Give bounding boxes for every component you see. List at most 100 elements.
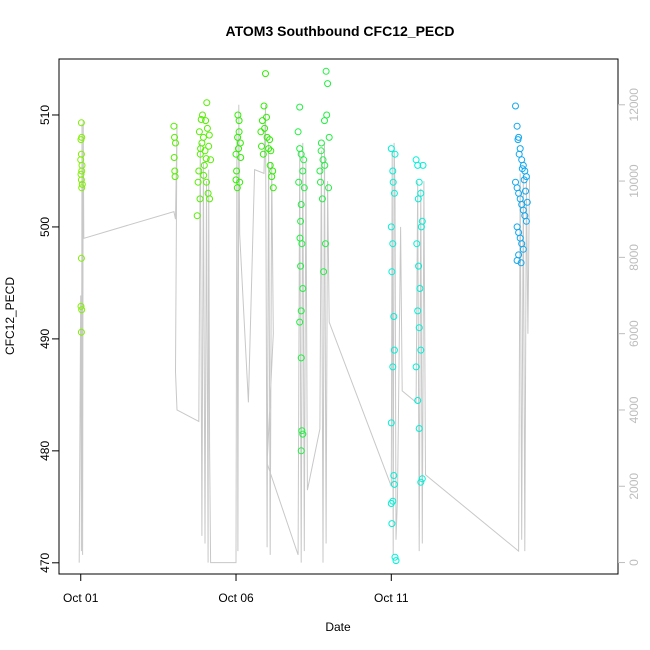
data-point [317, 139, 325, 147]
data-point [77, 302, 85, 310]
data-point [390, 189, 398, 197]
data-point [297, 150, 305, 158]
data-point [415, 262, 423, 270]
data-point [389, 178, 397, 186]
data-point [203, 178, 210, 186]
data-point [321, 161, 329, 169]
data-point [322, 67, 330, 75]
data-point [513, 223, 521, 231]
altitude-series [78, 104, 530, 564]
data-point [77, 254, 85, 262]
y-tick-label: 500 [38, 217, 52, 237]
data-point [297, 262, 305, 270]
data-point [391, 553, 399, 561]
data-point [205, 131, 213, 139]
data-point [512, 102, 519, 110]
data-point [295, 178, 303, 186]
data-point [294, 128, 302, 136]
y2-tick-label: 0 [627, 559, 641, 566]
data-point [523, 198, 531, 206]
data-point [519, 245, 527, 253]
data-point [199, 133, 207, 141]
data-point [415, 425, 423, 432]
y2-axis: 0 2000 4000 6000 8000 10000 12000 [618, 88, 641, 566]
data-point [195, 167, 203, 175]
data-point [257, 128, 265, 136]
data-point [234, 133, 242, 141]
y2-tick-label: 10000 [627, 164, 641, 198]
data-point [207, 156, 215, 164]
data-point [200, 171, 208, 179]
data-point [387, 500, 395, 507]
y-axis: 470 480 490 500 510 [38, 105, 59, 573]
data-point [390, 472, 398, 479]
data-point [269, 167, 277, 175]
data-point [199, 111, 206, 119]
data-point [266, 161, 274, 169]
data-point [513, 122, 521, 130]
x-tick-label: Oct 01 [63, 591, 99, 605]
data-point [202, 117, 210, 125]
data-point [316, 167, 324, 175]
data-point [322, 240, 329, 248]
data-point [77, 119, 85, 127]
data-point [235, 128, 243, 136]
data-point [414, 397, 422, 404]
data-point [388, 268, 396, 276]
data-point [299, 167, 307, 175]
data-point [389, 167, 397, 175]
data-point [318, 195, 326, 203]
data-point [203, 124, 211, 132]
data-point [512, 178, 519, 186]
chart-title: ATOM3 Southbound CFC12_PECD [226, 23, 455, 39]
data-point [232, 150, 240, 158]
data-point [522, 217, 530, 225]
data-point [201, 147, 209, 155]
data-point [263, 113, 270, 121]
data-point [170, 122, 178, 130]
data-point [417, 478, 425, 486]
data-point [325, 184, 333, 192]
data-point [321, 117, 328, 125]
data-point [197, 116, 205, 123]
data-point [418, 475, 426, 483]
plot-frame [58, 58, 619, 575]
y2-tick-label: 4000 [627, 396, 641, 423]
data-point [233, 167, 241, 175]
data-point [200, 161, 208, 169]
data-point [269, 184, 277, 192]
data-point [78, 133, 86, 141]
data-point [298, 427, 306, 435]
altitude-line [78, 104, 530, 564]
data-point [415, 178, 423, 186]
x-axis: Oct 01 Oct 06 Oct 11 [63, 574, 409, 605]
data-point [389, 240, 397, 248]
y-tick-label: 470 [38, 552, 52, 572]
data-points [77, 67, 531, 565]
data-point [391, 150, 399, 158]
data-point [414, 307, 422, 315]
data-point [234, 111, 242, 119]
data-point [417, 223, 425, 231]
data-point [513, 257, 521, 264]
data-point [236, 178, 244, 186]
data-point [518, 156, 526, 164]
data-point [516, 145, 524, 153]
data-point [297, 201, 305, 208]
x-axis-label: Date [325, 620, 351, 634]
x-tick-label: Oct 11 [374, 591, 409, 605]
data-point [296, 103, 304, 111]
data-point [299, 430, 307, 438]
data-point [419, 161, 427, 169]
y2-tick-label: 6000 [627, 320, 641, 347]
data-point [197, 145, 205, 153]
data-point [317, 178, 324, 186]
data-point [300, 156, 308, 164]
data-point [389, 363, 397, 371]
data-point [515, 150, 523, 158]
data-point [232, 176, 240, 184]
data-point [194, 178, 202, 186]
data-point [299, 285, 307, 292]
data-point [266, 136, 274, 144]
data-point [297, 354, 305, 362]
